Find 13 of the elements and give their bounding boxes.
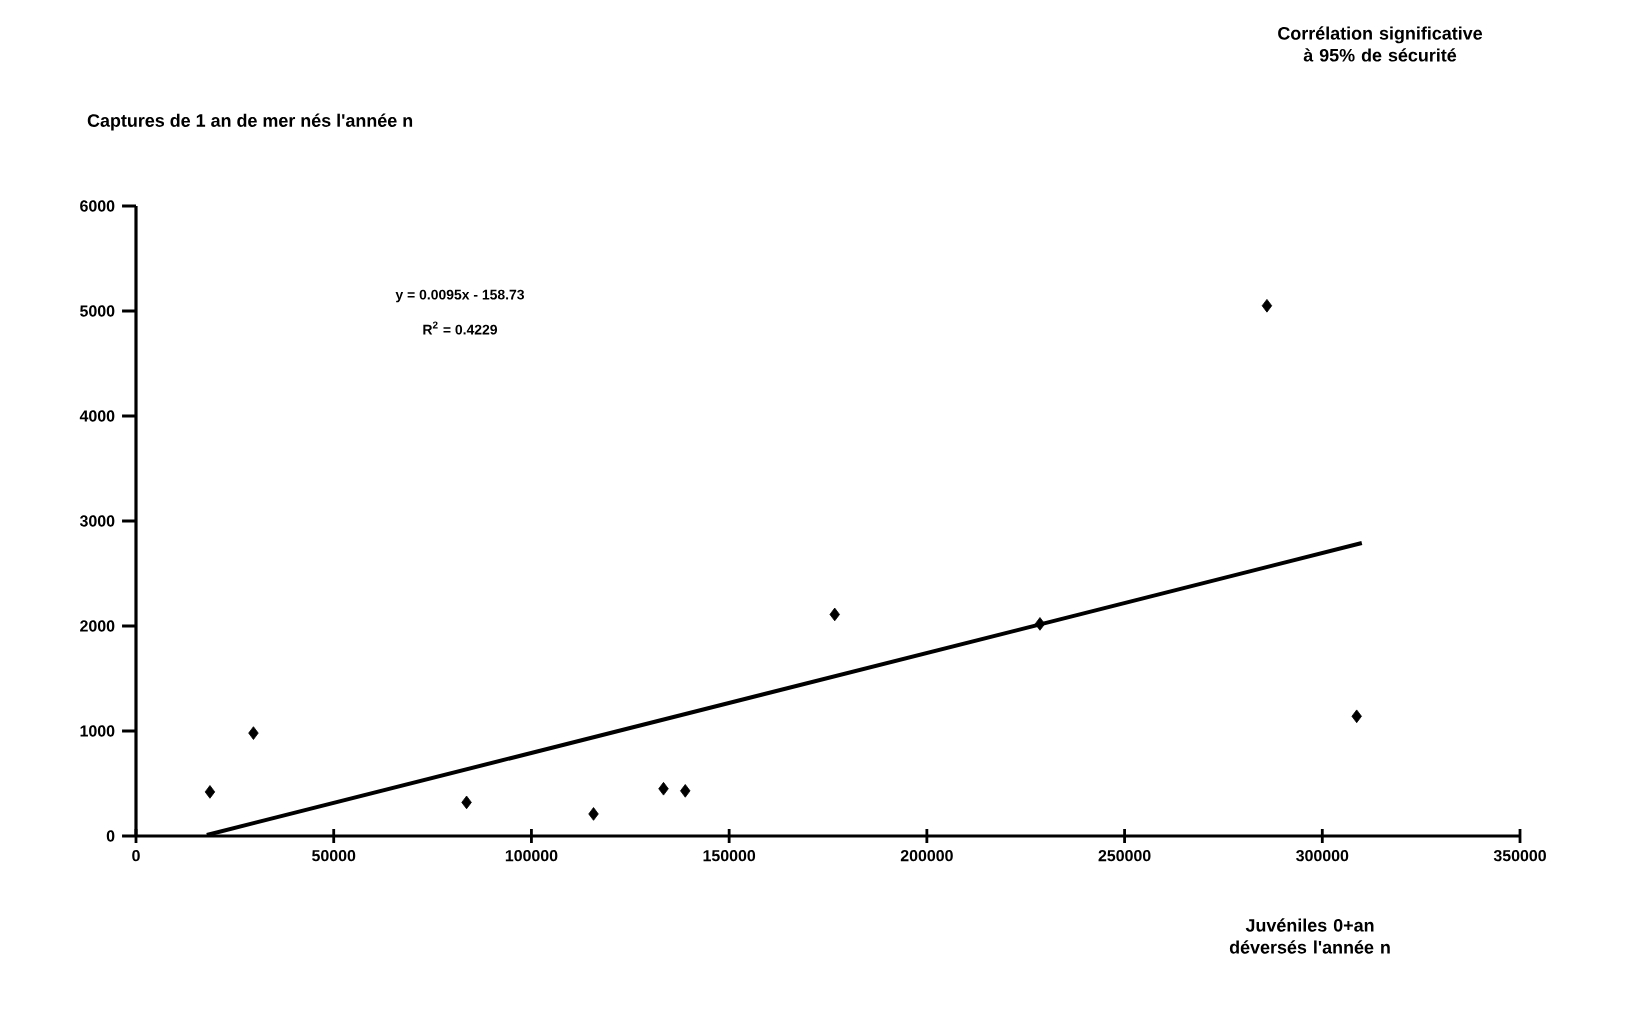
point bbox=[1034, 617, 1046, 631]
point bbox=[829, 607, 840, 622]
point bbox=[658, 781, 669, 796]
point bbox=[461, 795, 472, 810]
chart-title: Captures de 1 an de mer nés l'année n bbox=[87, 113, 413, 131]
x-axis-title: Juvéniles 0+an déversés l'année n bbox=[1229, 918, 1390, 954]
point bbox=[248, 726, 259, 740]
point bbox=[588, 807, 599, 821]
point bbox=[204, 785, 216, 799]
point bbox=[1351, 709, 1362, 724]
point bbox=[1261, 298, 1273, 313]
text: Corrélation significative à 95% de sécurité bbox=[1278, 26, 1483, 62]
point bbox=[680, 784, 691, 798]
